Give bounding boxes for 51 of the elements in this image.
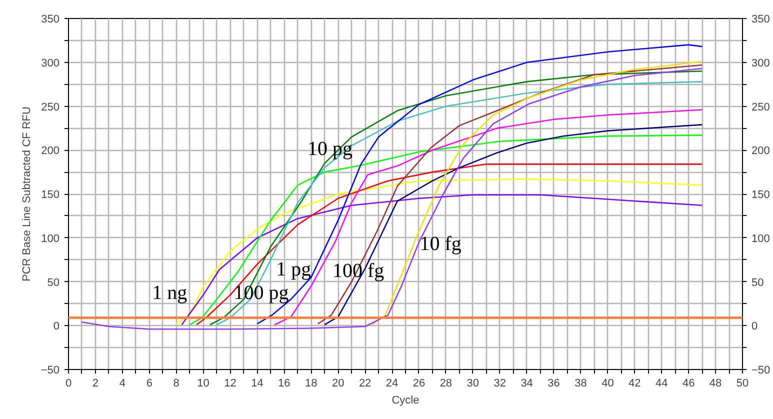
y-tick-label: −50 — [40, 364, 60, 376]
x-tick-label: 44 — [656, 378, 668, 390]
x-tick-label: 34 — [520, 378, 533, 390]
x-tick-label: 6 — [146, 378, 152, 390]
annotation: 10 fg — [420, 233, 462, 256]
x-tick-label: 46 — [682, 378, 695, 390]
y-axis-title: PCR Base Line Subtracted CF RFU — [20, 106, 33, 282]
y2-tick-label: 300 — [752, 57, 770, 70]
x-tick-label: 32 — [494, 378, 506, 390]
x-tick-label: 16 — [278, 378, 290, 390]
x-tick-label: 50 — [736, 378, 749, 390]
x-tick-label: 40 — [602, 378, 614, 390]
y-tick-label: 250 — [41, 101, 60, 114]
y2-tick-label: 200 — [752, 145, 770, 158]
y-tick-label: 50 — [47, 276, 60, 289]
x-tick-label: 22 — [358, 378, 372, 390]
x-tick-label: 38 — [574, 378, 587, 390]
line-series — [189, 134, 703, 326]
x-tick-label: 10 — [197, 378, 210, 390]
x-tick-label: 8 — [173, 378, 180, 390]
x-tick-label: 42 — [628, 378, 641, 390]
y2-tick-label: 50 — [752, 276, 764, 289]
x-tick-label: 26 — [412, 378, 426, 390]
y2-tick-label: −50 — [752, 364, 770, 376]
y2-tick-label: 250 — [752, 101, 770, 114]
y-tick-label: 350 — [41, 14, 60, 26]
y-tick-label: 300 — [41, 57, 60, 70]
x-tick-label: 2 — [92, 378, 99, 390]
y2-tick-label: 350 — [752, 14, 770, 26]
y-tick-label: 0 — [53, 320, 60, 333]
x-tick-label: 48 — [709, 378, 722, 390]
line-series — [81, 68, 703, 330]
x-tick-label: 12 — [224, 378, 236, 390]
annotation: 1 pg — [276, 258, 312, 280]
y-tick-label: 150 — [41, 189, 60, 201]
y2-tick-label: 150 — [752, 189, 770, 201]
y-tick-label: 100 — [41, 232, 60, 245]
x-tick-label: 28 — [440, 378, 452, 390]
x-tick-label: 36 — [548, 378, 560, 390]
x-tick-label: 14 — [251, 378, 264, 390]
y-tick-label: 200 — [41, 145, 60, 158]
x-axis-title: Cycle — [392, 394, 420, 406]
y2-tick-label: 100 — [752, 232, 770, 245]
x-tick-label: 18 — [305, 378, 318, 390]
x-tick-label: 24 — [386, 378, 398, 390]
x-tick-label: 0 — [65, 378, 72, 390]
x-tick-label: 30 — [466, 378, 480, 390]
x-tick-label: 20 — [332, 378, 344, 390]
y2-tick-label: 0 — [752, 320, 758, 333]
annotation: 1 ng — [152, 282, 188, 304]
x-tick-label: 4 — [119, 378, 126, 390]
